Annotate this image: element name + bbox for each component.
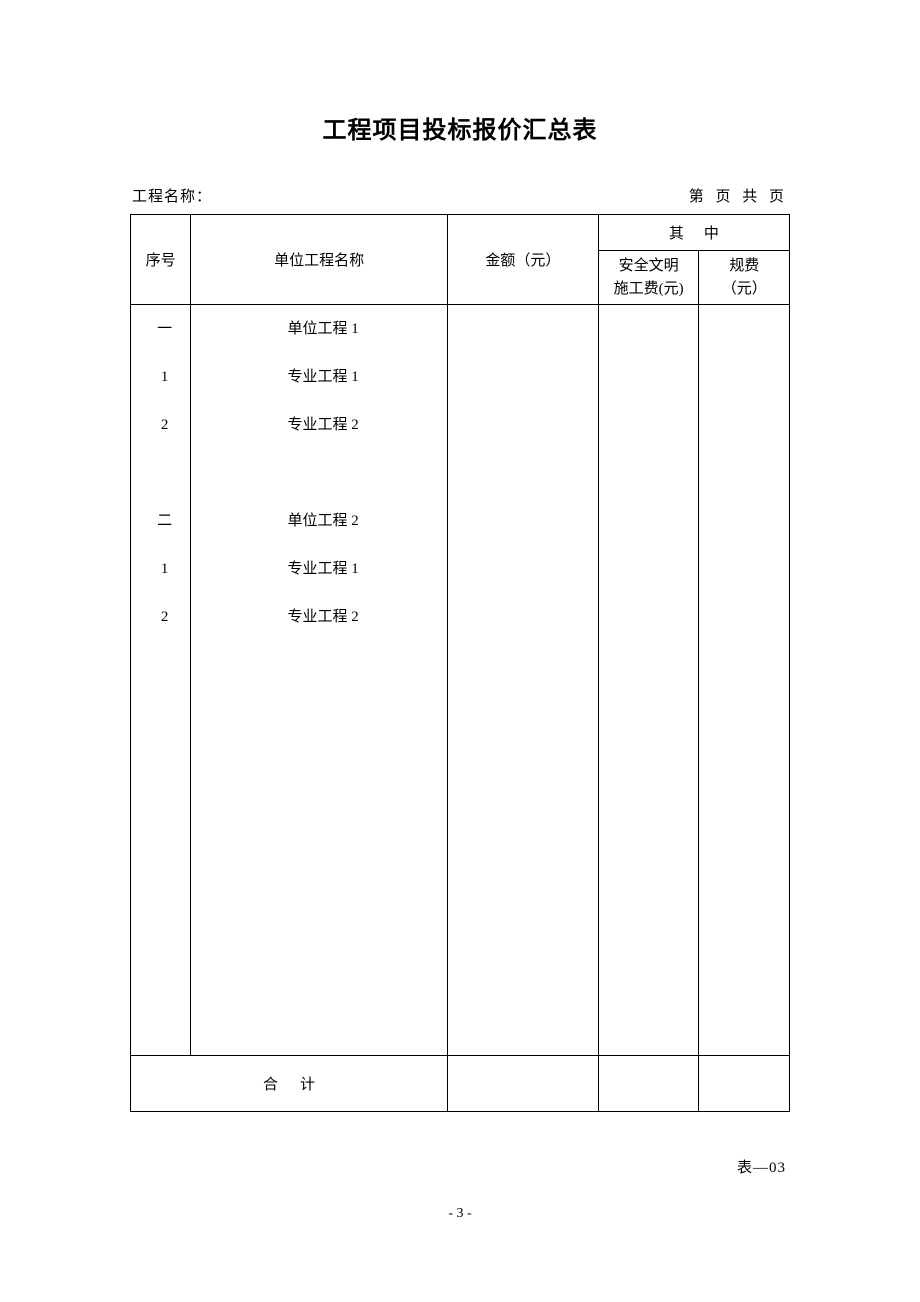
table-cell-amount (448, 353, 598, 401)
table-cell-seq: 2 (139, 593, 190, 641)
table-cell-safe (599, 497, 699, 545)
table-cell-safe (599, 305, 699, 353)
table-cell-seq: 二 (139, 497, 190, 545)
page-number: - 3 - (0, 1206, 920, 1222)
page-title: 工程项目投标报价汇总表 (130, 110, 790, 145)
table-cell-amount (448, 593, 598, 641)
table-cell-safe (599, 593, 699, 641)
table-cell-fee (699, 593, 789, 641)
table-cell-fee (699, 401, 789, 449)
total-row: 合计 (131, 1056, 790, 1112)
table-cell-safe (599, 401, 699, 449)
table-cell-amount (448, 305, 598, 353)
table-cell-fee (699, 305, 789, 353)
body-col-name: 单位工程 1专业工程 1专业工程 2单位工程 2专业工程 1专业工程 2 (191, 305, 448, 1056)
body-col-seq: 一12二12 (131, 305, 191, 1056)
table-cell-name: 专业工程 2 (199, 593, 447, 641)
total-fee (699, 1056, 790, 1112)
table-cell-name: 专业工程 1 (199, 545, 447, 593)
table-cell-amount (448, 449, 598, 497)
meta-row: 工程名称： 第 页 共 页 (130, 185, 790, 206)
total-label: 合计 (131, 1056, 448, 1112)
table-cell-seq: 一 (139, 305, 190, 353)
total-safe (598, 1056, 699, 1112)
body-col-fee (699, 305, 790, 1056)
col-header-amount: 金额（元） (447, 215, 598, 305)
col-header-fee: 规费（元） (699, 251, 790, 305)
page: 工程项目投标报价汇总表 工程名称： 第 页 共 页 序号 单位工程名称 金额（元… (0, 0, 920, 1177)
col-header-safe: 安全文明施工费(元) (598, 251, 699, 305)
table-cell-fee (699, 545, 789, 593)
table-cell-amount (448, 497, 598, 545)
col-header-seq: 序号 (131, 215, 191, 305)
table-cell-safe (599, 449, 699, 497)
table-cell-seq: 1 (139, 545, 190, 593)
table-cell-safe (599, 353, 699, 401)
table-cell-safe (599, 545, 699, 593)
page-indicator: 第 页 共 页 (689, 185, 788, 206)
total-amount (447, 1056, 598, 1112)
table-cell-name: 专业工程 2 (199, 401, 447, 449)
table-number-footer: 表—03 (130, 1156, 790, 1177)
table-cell-amount (448, 545, 598, 593)
table-cell-fee (699, 353, 789, 401)
table-cell-name: 单位工程 2 (199, 497, 447, 545)
table-body: 一12二12 单位工程 1专业工程 1专业工程 2单位工程 2专业工程 1专业工… (131, 305, 790, 1112)
table-cell-fee (699, 497, 789, 545)
project-name-label: 工程名称： (132, 185, 212, 206)
table-header: 序号 单位工程名称 金额（元） 其中 安全文明施工费(元) 规费（元） (131, 215, 790, 305)
body-col-safe (598, 305, 699, 1056)
table-cell-name (199, 449, 447, 497)
table-cell-name: 专业工程 1 (199, 353, 447, 401)
col-header-group: 其中 (598, 215, 789, 251)
table-cell-seq (139, 449, 190, 497)
table-cell-amount (448, 401, 598, 449)
col-header-name: 单位工程名称 (191, 215, 448, 305)
table-cell-fee (699, 449, 789, 497)
summary-table: 序号 单位工程名称 金额（元） 其中 安全文明施工费(元) 规费（元） 一12二… (130, 214, 790, 1112)
table-cell-name: 单位工程 1 (199, 305, 447, 353)
table-cell-seq: 2 (139, 401, 190, 449)
body-col-amount (447, 305, 598, 1056)
table-cell-seq: 1 (139, 353, 190, 401)
